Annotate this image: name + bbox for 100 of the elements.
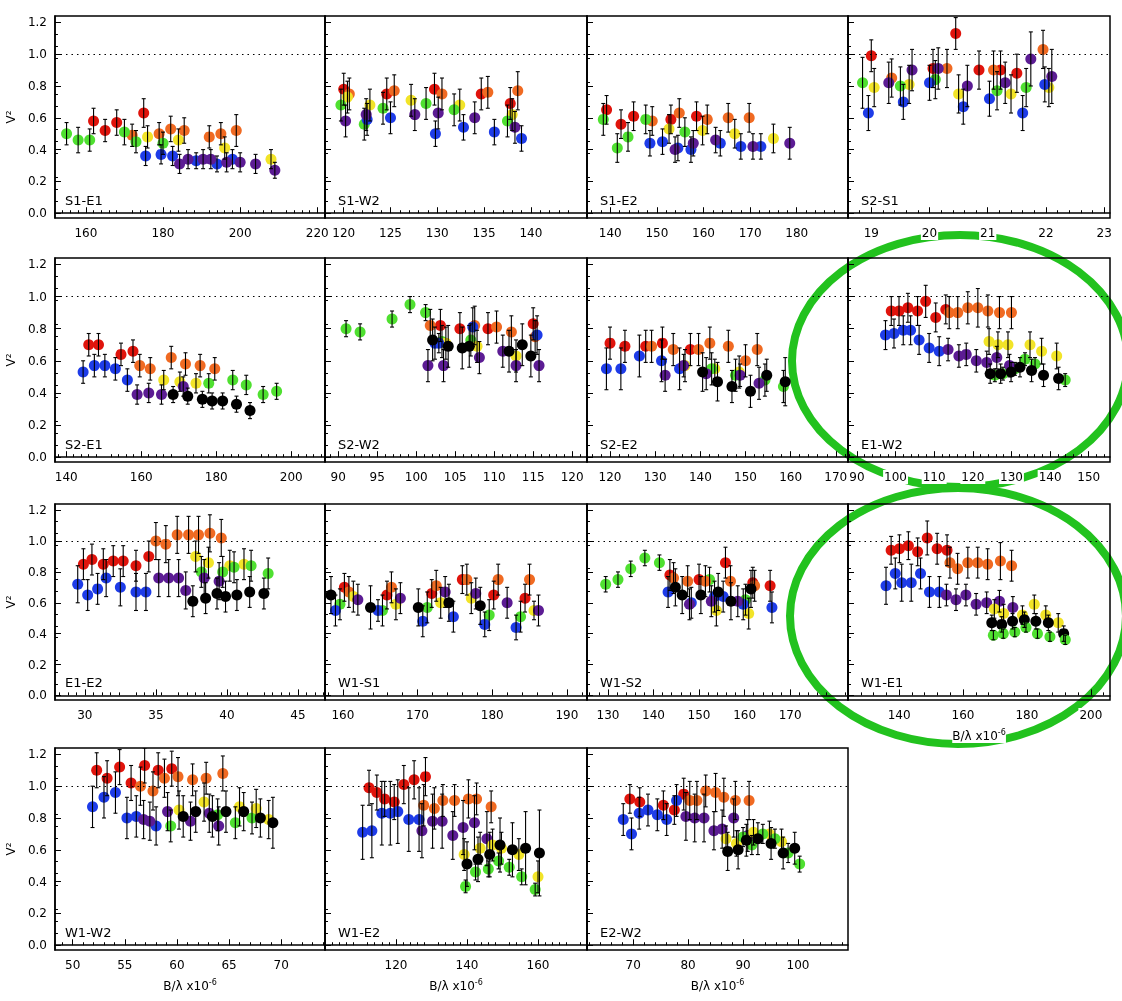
y-tick-label: 0.6	[27, 842, 47, 857]
x-tick-label: 170	[778, 708, 802, 722]
y-tick-label: 1.0	[27, 47, 47, 62]
text: W1-W2	[65, 925, 112, 940]
x-tick-label: 105	[443, 470, 467, 484]
x-tick-label: 120	[598, 470, 622, 484]
x-tick-label: 160	[129, 470, 153, 484]
text: W1-E2	[338, 925, 381, 940]
y-tick-label: 0.0	[27, 206, 47, 221]
x-tick-label: 160	[779, 470, 803, 484]
x-tick-label: 100	[786, 958, 810, 972]
x-tick-label: 170	[738, 226, 762, 240]
x-tick-label: 70	[273, 958, 289, 972]
y-tick-label: 0.8	[27, 321, 47, 336]
x-tick-label: 90	[849, 470, 865, 484]
y-tick-label: 0.6	[27, 353, 47, 368]
x-tick-label: 140	[887, 708, 911, 722]
x-tick-label: 180	[204, 470, 228, 484]
y-tick-label: 0.2	[27, 657, 47, 672]
x-tick-label: 180	[1015, 708, 1039, 722]
x-tick-label: 19	[863, 226, 879, 240]
y-tick-label: 0.2	[27, 906, 47, 921]
x-tick-label: 110	[482, 470, 506, 484]
x-tick-label: 150	[1077, 470, 1101, 484]
x-tick-label: 190	[555, 708, 579, 722]
x-tick-label: 140	[54, 470, 78, 484]
y-tick-label: 0.8	[27, 810, 47, 825]
y-tick-label: 0.0	[27, 938, 47, 953]
y-axis-title: V²	[4, 842, 18, 856]
x-tick-label: 140	[455, 958, 479, 972]
x-tick-label: 180	[151, 226, 175, 240]
x-tick-label: 150	[687, 708, 711, 722]
text: S2-E1	[65, 437, 103, 452]
text: S1-W2	[338, 193, 380, 208]
x-tick-label: 200	[228, 226, 252, 240]
x-tick-label: 160	[74, 226, 98, 240]
x-tick-label: 120	[961, 470, 985, 484]
text: S2-E2	[600, 437, 638, 452]
y-tick-label: 1.0	[27, 289, 47, 304]
x-tick-label: 120	[332, 226, 356, 240]
text: W1-S2	[600, 675, 643, 690]
x-tick-label: 70	[625, 958, 641, 972]
x-tick-label: 120	[560, 470, 584, 484]
x-tick-label: 100	[404, 470, 428, 484]
x-tick-label: 90	[330, 470, 346, 484]
y-tick-label: 0.2	[27, 174, 47, 189]
x-tick-label: 130	[1000, 470, 1023, 484]
y-tick-label: 0.8	[27, 78, 47, 93]
y-tick-label: 1.2	[27, 503, 47, 518]
y-tick-label: 1.0	[27, 779, 47, 794]
y-tick-label: 0.4	[27, 142, 47, 157]
x-tick-label: 115	[521, 470, 545, 484]
x-tick-label: 170	[406, 708, 430, 722]
x-tick-label: 130	[425, 226, 449, 240]
x-tick-label: 130	[596, 708, 620, 722]
x-tick-label: 110	[922, 470, 946, 484]
text: W1-E1	[861, 675, 904, 690]
text: E1-W2	[861, 437, 903, 452]
y-tick-label: 0.0	[27, 688, 47, 703]
y-tick-label: 1.2	[27, 747, 47, 762]
text: S1-E1	[65, 193, 103, 208]
x-tick-label: 65	[221, 958, 237, 972]
x-tick-label: 160	[692, 226, 715, 240]
text: E1-E2	[65, 675, 103, 690]
x-tick-label: 100	[884, 470, 907, 484]
x-tick-label: 140	[598, 226, 622, 240]
text: E2-W2	[600, 925, 642, 940]
x-tick-label: 160	[526, 958, 550, 972]
x-tick-label: 200	[1079, 708, 1103, 722]
text: S1-E2	[600, 193, 638, 208]
y-tick-label: 1.2	[27, 257, 47, 272]
y-axis-title: V²	[4, 353, 18, 367]
y-axis-title: V²	[4, 110, 18, 124]
text: S2-W2	[338, 437, 380, 452]
x-tick-label: 22	[1038, 226, 1054, 240]
x-tick-label: 120	[384, 958, 408, 972]
x-tick-label: 220	[305, 226, 329, 240]
x-tick-label: 40	[219, 708, 235, 722]
x-tick-label: 180	[785, 226, 809, 240]
text: W1-S1	[338, 675, 381, 690]
x-tick-label: 150	[734, 470, 757, 484]
y-tick-label: 0.0	[27, 450, 47, 465]
y-tick-label: 0.6	[27, 595, 47, 610]
x-tick-label: 140	[519, 226, 543, 240]
x-tick-label: 21	[980, 226, 996, 240]
y-tick-label: 0.6	[27, 110, 47, 125]
x-tick-label: 50	[65, 958, 81, 972]
x-tick-label: 35	[148, 708, 164, 722]
x-tick-label: 200	[279, 470, 303, 484]
x-tick-label: 55	[117, 958, 133, 972]
x-tick-label: 130	[643, 470, 667, 484]
x-tick-label: 20	[921, 226, 938, 240]
x-tick-label: 23	[1096, 226, 1112, 240]
x-tick-label: 80	[680, 958, 696, 972]
y-tick-label: 0.8	[27, 564, 47, 579]
x-tick-label: 160	[951, 708, 975, 722]
y-tick-label: 0.4	[27, 385, 47, 400]
x-tick-label: 140	[1038, 470, 1062, 484]
x-tick-label: 160	[733, 708, 757, 722]
x-tick-label: 125	[379, 226, 402, 240]
